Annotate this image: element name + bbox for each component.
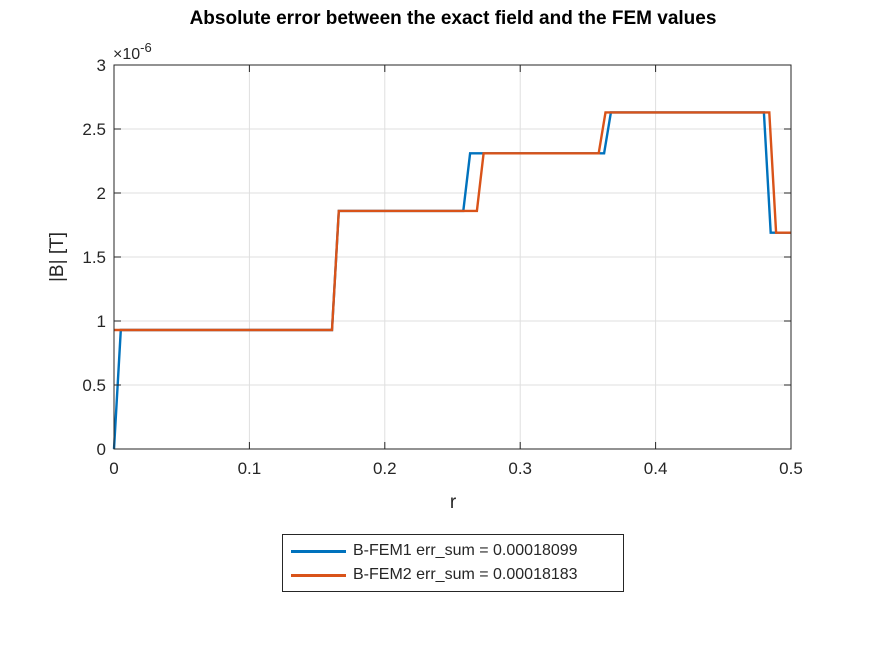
plot-area: 0 0.1 0.2 0.3 0.4 0.5 0 0.5 1 1.5 2 2.5 3 [82, 56, 802, 478]
y-exponent-base: ×10 [113, 46, 140, 63]
legend-swatch-series-2 [291, 574, 346, 577]
x-tick-label-5: 0.5 [779, 459, 803, 478]
legend-label-series-2: B-FEM2 err_sum = 0.00018183 [353, 566, 578, 583]
y-tick-label-0: 0 [97, 440, 106, 459]
legend-label-series-1: B-FEM1 err_sum = 0.00018099 [353, 542, 578, 559]
y-tick-label-3: 1.5 [82, 248, 106, 267]
x-tick-label-1: 0.1 [238, 459, 262, 478]
x-tick-label-2: 0.2 [373, 459, 397, 478]
y-tick-label-2: 1 [97, 312, 106, 331]
y-tick-label-4: 2 [97, 184, 106, 203]
y-tick-label-6: 3 [97, 56, 106, 75]
y-tick-label-5: 2.5 [82, 120, 106, 139]
x-tick-label-4: 0.4 [644, 459, 668, 478]
x-axis-label: r [450, 492, 457, 513]
legend-item-series-2: B-FEM2 err_sum = 0.00018183 [283, 564, 623, 586]
y-axis-exponent: ×10-6 [113, 40, 152, 63]
legend: B-FEM1 err_sum = 0.00018099 B-FEM2 err_s… [282, 534, 624, 592]
y-axis-label: |B| [T] [47, 232, 68, 282]
chart-title: Absolute error between the exact field a… [190, 8, 717, 29]
y-exponent-power: -6 [140, 40, 152, 55]
legend-item-series-1: B-FEM1 err_sum = 0.00018099 [283, 540, 623, 562]
series-line-2 [114, 111, 791, 332]
legend-swatch-series-1 [291, 550, 346, 553]
y-tick-label-1: 0.5 [82, 376, 106, 395]
x-tick-label-3: 0.3 [508, 459, 532, 478]
x-tick-label-0: 0 [109, 459, 118, 478]
